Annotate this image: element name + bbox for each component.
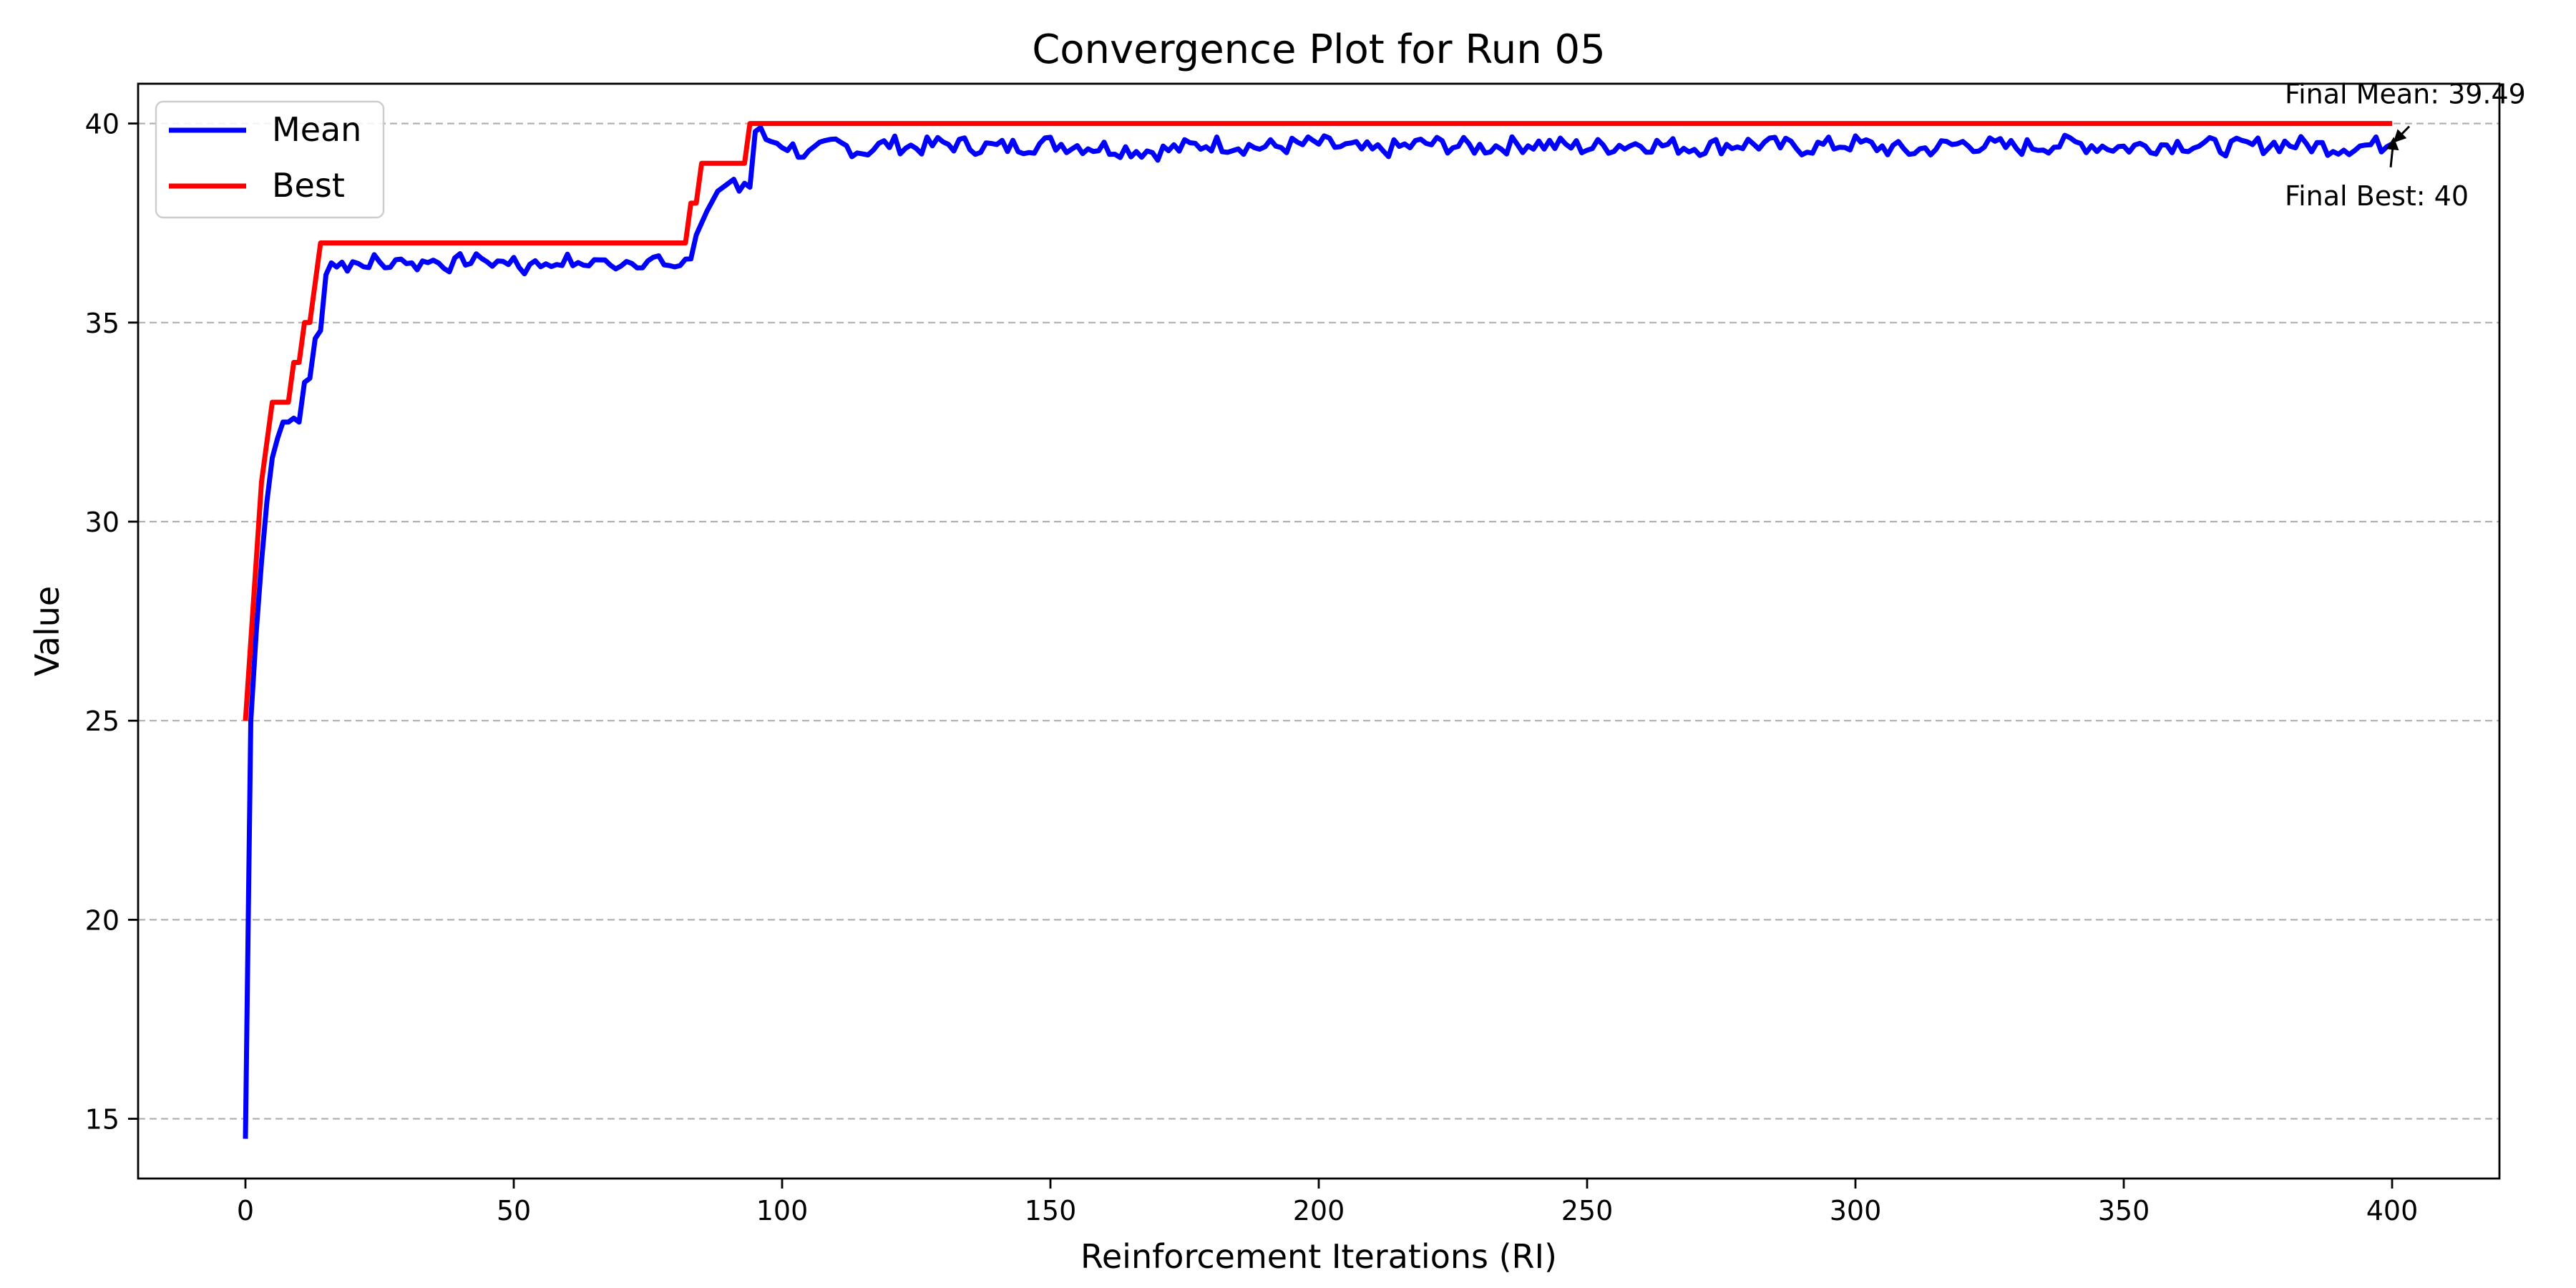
x-tick-label: 200 [1293, 1195, 1345, 1226]
plot-frame [137, 82, 2501, 1180]
legend-label-best: Best [272, 166, 345, 205]
y-tick-label: 35 [85, 308, 119, 339]
x-tick-label: 100 [756, 1195, 809, 1226]
x-tick-label: 0 [237, 1195, 254, 1226]
series-lines [243, 121, 2394, 1139]
legend-label-mean: Mean [272, 110, 361, 149]
y-tick-label: 30 [85, 507, 119, 538]
legend: Mean Best [155, 100, 385, 219]
series-line-best [243, 121, 2392, 721]
x-tick-label: 400 [2366, 1195, 2419, 1226]
x-tick-label: 250 [1561, 1195, 1614, 1226]
annotations: Final Mean: 39.49 Final Best: 40 [2285, 79, 2526, 212]
annotation-final-best: Final Best: 40 [2285, 180, 2469, 212]
x-tick-label: 300 [1830, 1195, 1882, 1226]
chart-title: Convergence Plot for Run 05 [1032, 26, 1606, 73]
x-tick-label: 350 [2098, 1195, 2150, 1226]
annotation-arrow-best [2386, 137, 2399, 167]
y-tick-label: 40 [85, 109, 119, 140]
y-tick-label: 15 [85, 1104, 119, 1136]
y-axis-label: Value [28, 586, 67, 676]
x-axis-label: Reinforcement Iterations (RI) [1080, 1237, 1557, 1276]
x-tick-label: 50 [497, 1195, 531, 1226]
y-tick-label: 20 [85, 904, 119, 936]
x-tick-label: 150 [1025, 1195, 1077, 1226]
y-tick-label: 25 [85, 706, 119, 737]
series-line-mean [243, 125, 2394, 1139]
annotation-final-mean: Final Mean: 39.49 [2285, 79, 2526, 110]
